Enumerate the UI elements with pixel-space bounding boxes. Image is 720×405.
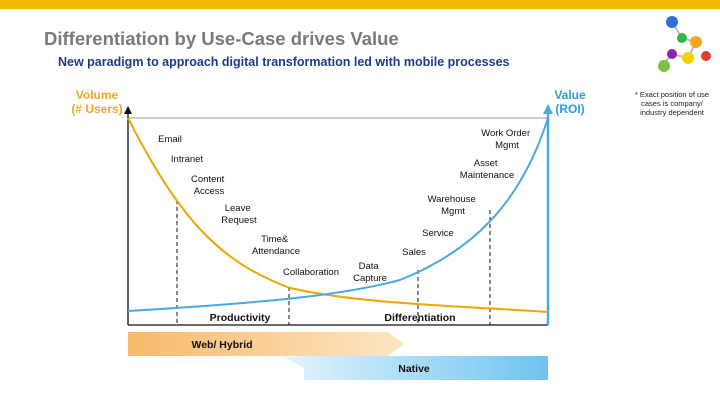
volume-curve — [127, 117, 549, 313]
slide-subtitle: New paradigm to approach digital transfo… — [58, 55, 510, 69]
footnote: * Exact position of use cases is company… — [634, 90, 710, 117]
web-hybrid-band-label: Web/ Hybrid — [191, 339, 252, 351]
logo-dot-yellow — [682, 52, 694, 64]
logo-dot-orange — [690, 36, 702, 48]
use-case-content-access: Content Access — [191, 174, 227, 197]
y-right-axis-arrow — [543, 104, 553, 114]
use-case-service: Service — [422, 228, 454, 239]
logo-dot-purple — [667, 49, 677, 59]
use-case-intranet: Intranet — [171, 154, 204, 165]
y-right-label-line-2: (ROI) — [555, 102, 585, 116]
company-logo — [658, 16, 711, 72]
use-case-asset-maintenance: Asset Maintenance — [460, 158, 514, 181]
use-case-warehouse-mgmt: Warehouse Mgmt — [428, 194, 479, 217]
region-productivity: Productivity — [210, 312, 271, 324]
web-hybrid-band — [128, 332, 404, 356]
region-differentiation: Differentiation — [384, 312, 455, 324]
slide-title: Differentiation by Use-Case drives Value — [44, 28, 399, 49]
use-case-data-capture: Data Capture — [353, 261, 387, 284]
use-case-work-order-mgmt: Work Order Mgmt — [481, 128, 533, 151]
y-left-axis-label: Volume (# Users) — [64, 88, 130, 116]
native-band — [284, 356, 548, 380]
native-band-label: Native — [398, 363, 430, 375]
use-case-collaboration: Collaboration — [283, 267, 339, 278]
y-right-axis-label: Value (ROI) — [544, 88, 596, 116]
y-left-label-line-1: Volume — [75, 88, 119, 102]
value-curve — [127, 117, 549, 312]
y-right-label-line-1: Value — [554, 88, 586, 102]
use-case-sales: Sales — [402, 247, 426, 258]
logo-dot-lime — [658, 60, 670, 72]
use-case-email: Email — [158, 134, 182, 145]
use-case-leave-request: Leave Request — [221, 203, 257, 226]
y-left-axis-arrow — [124, 106, 132, 114]
use-case-time-attendance: Time& Attendance — [252, 234, 300, 257]
logo-dot-blue — [666, 16, 678, 28]
top-accent-bar — [0, 0, 720, 9]
y-left-label-line-2: (# Users) — [71, 102, 123, 116]
logo-dot-red — [701, 51, 711, 61]
logo-dot-green — [677, 33, 687, 43]
